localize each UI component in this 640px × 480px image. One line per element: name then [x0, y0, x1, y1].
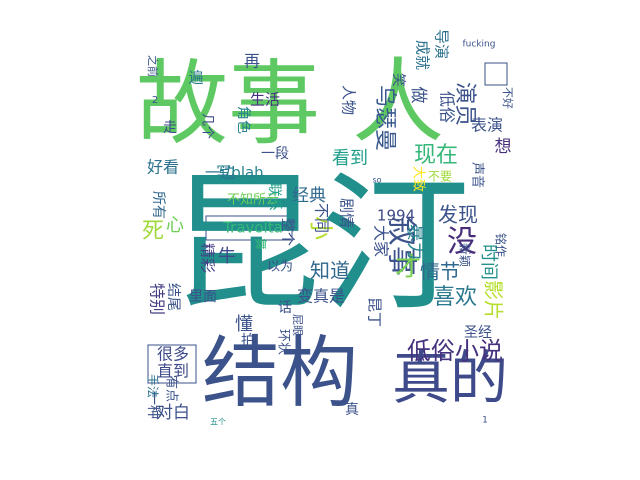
cloud-word: 想	[495, 137, 512, 157]
cloud-word: fucking	[463, 40, 496, 50]
cloud-word: 低俗小说	[407, 337, 503, 365]
cloud-word: 圣经	[464, 325, 492, 341]
cloud-word: 没	[447, 225, 477, 260]
cloud-word: 新颖	[458, 243, 473, 267]
cloud-word: 拍	[241, 333, 255, 349]
cloud-word: 一边	[205, 164, 235, 182]
decorative-box	[484, 62, 508, 86]
cloud-word: 1994	[377, 207, 415, 225]
cloud-word: 死	[142, 219, 164, 244]
cloud-word: 表演	[471, 116, 503, 135]
cloud-word: 精彩	[199, 243, 217, 273]
cloud-word: Travolta	[222, 219, 283, 237]
cloud-word: 乌瑟曼	[372, 85, 397, 151]
cloud-word: 才	[395, 253, 421, 283]
cloud-word: 2	[152, 95, 158, 106]
cloud-word: 很多	[157, 345, 189, 364]
cloud-word: 懂	[235, 314, 253, 335]
cloud-word: 大致	[411, 166, 426, 192]
cloud-word: 心	[166, 215, 184, 236]
decorative-box	[147, 344, 197, 384]
cloud-word: 声音	[470, 162, 486, 188]
cloud-word: 对白	[156, 403, 190, 423]
cloud-word: 屁眼	[291, 314, 304, 336]
cloud-word: 暴力	[404, 224, 425, 260]
cloud-word: 笑	[390, 73, 406, 87]
cloud-word: 知道	[310, 259, 350, 283]
cloud-word: 叙事	[384, 216, 419, 276]
cloud-word: 演员	[452, 82, 477, 126]
cloud-word: 剧情	[338, 198, 356, 228]
cloud-word: 话	[278, 300, 292, 316]
cloud-word: 大家	[372, 225, 391, 257]
cloud-word: 经典	[292, 186, 326, 206]
cloud-word: so	[372, 176, 381, 185]
cloud-word: 不同	[313, 203, 331, 233]
cloud-word: 影片	[482, 280, 506, 320]
cloud-word: 特别	[148, 283, 167, 315]
cloud-word: 所有	[150, 191, 166, 219]
cloud-word: 1	[482, 416, 488, 426]
cloud-word: 不知所云	[227, 192, 279, 208]
cloud-word: 生活	[250, 91, 280, 109]
cloud-word: 有点	[164, 376, 179, 402]
cloud-word: 现在	[414, 143, 458, 168]
cloud-word: 角色	[235, 106, 252, 134]
cloud-word: 结构	[202, 328, 358, 418]
cloud-word: 五个	[210, 418, 226, 427]
cloud-word: 情节	[420, 260, 460, 284]
cloud-word: 舞	[254, 238, 268, 250]
cloud-word: 昆丁	[366, 297, 384, 327]
cloud-word: 不要	[428, 170, 452, 184]
cloud-word: 再	[244, 52, 260, 71]
cloud-word: 低俗	[438, 91, 457, 123]
cloud-word: 几个	[200, 113, 215, 139]
cloud-word: 做	[408, 87, 428, 104]
cloud-word: 里面	[189, 289, 217, 305]
cloud-word: 铭作	[494, 233, 509, 257]
cloud-word: 直到	[157, 362, 189, 381]
cloud-word: 看到	[332, 148, 368, 169]
cloud-word: 遍	[188, 69, 203, 87]
cloud-word: 时间	[478, 244, 499, 280]
cloud-word: 走	[163, 120, 177, 136]
cloud-word: 牛	[218, 246, 236, 267]
cloud-word: 真的	[392, 344, 508, 412]
decorative-box	[205, 215, 293, 241]
cloud-word: 手法	[146, 374, 160, 398]
cloud-word: 喜欢	[433, 285, 477, 310]
cloud-word: 写blah	[216, 164, 263, 182]
cloud-word: 小	[307, 216, 335, 240]
cloud-word: 人物	[340, 85, 358, 115]
cloud-word: 故事	[136, 50, 320, 157]
cloud-word: 人	[352, 48, 444, 155]
cloud-word: 联系	[266, 183, 282, 211]
cloud-word: 环状	[276, 329, 291, 355]
cloud-word: 昆汀	[170, 158, 470, 332]
cloud-word: 导演	[433, 29, 451, 59]
cloud-word: 真	[345, 402, 359, 418]
cloud-word: 一种	[145, 391, 161, 419]
cloud-word: 变真是	[297, 287, 345, 306]
cloud-word: 一段	[261, 146, 289, 162]
cloud-word: 之前	[146, 55, 160, 77]
cloud-word: 不好	[501, 87, 515, 109]
cloud-word: 结尾	[165, 283, 181, 311]
cloud-word: 好看	[147, 158, 179, 177]
cloud-word: 以为	[267, 260, 293, 275]
cloud-word: 整个	[279, 218, 295, 246]
cloud-word: 成就	[414, 40, 432, 70]
cloud-word: 发现	[438, 203, 478, 227]
